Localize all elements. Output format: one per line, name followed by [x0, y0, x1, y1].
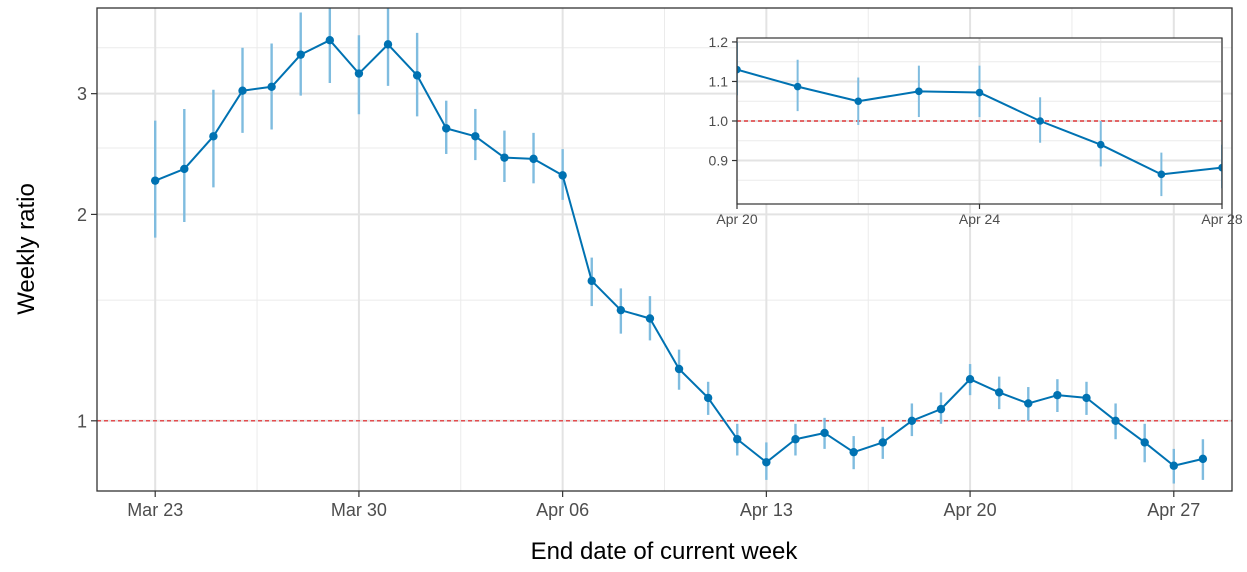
main-panel-border	[96, 7, 1233, 492]
main-data-point	[849, 447, 858, 457]
main-data-point	[1111, 416, 1120, 426]
inset-y-tick-label: 0.9	[709, 153, 729, 169]
main-data-point	[733, 435, 742, 444]
inset-data-point	[975, 88, 984, 97]
inset-data-point	[737, 65, 741, 74]
main-x-tick-label: Apr 13	[740, 500, 793, 520]
main-data-point	[354, 69, 364, 78]
main-data-point	[878, 438, 887, 447]
main-data-point	[267, 82, 276, 91]
main-data-point	[383, 40, 393, 49]
main-data-point	[1140, 438, 1149, 447]
main-data-point	[936, 404, 946, 414]
main-data-point	[529, 154, 538, 164]
main-data-point	[762, 458, 771, 467]
main-data-point	[1198, 454, 1208, 464]
main-data-point	[471, 132, 480, 141]
inset-data-point	[1036, 117, 1044, 125]
main-data-point	[325, 36, 335, 45]
inset-data-point	[915, 87, 923, 96]
y-axis-title: Weekly ratio	[13, 183, 40, 315]
main-data-point	[645, 314, 655, 323]
main-x-tick-label: Apr 27	[1147, 500, 1200, 520]
main-data-point	[1082, 393, 1091, 403]
inset-y-tick-label: 1.0	[709, 113, 729, 129]
main-data-point	[616, 305, 626, 315]
inset-plot: Apr 20 Apr 24 Apr 28 0.9 1.0 1.1 1.2	[709, 34, 1243, 227]
main-x-tick-label: Apr 06	[536, 500, 589, 520]
inset-x-tick-label: Apr 24	[959, 211, 1000, 227]
main-y-tick-label: 2	[77, 205, 87, 225]
inset-data-point	[1218, 163, 1222, 172]
main-data-point	[791, 435, 800, 444]
main-data-point	[1024, 399, 1033, 408]
main-data-point	[442, 124, 451, 133]
inset-x-tick-label: Apr 28	[1201, 211, 1242, 227]
main-x-tick-label: Apr 20	[944, 500, 997, 520]
main-data-point	[674, 364, 684, 374]
main-data-point	[500, 153, 509, 162]
inset-plot-layer	[737, 41, 1222, 197]
main-x-tick-label: Mar 23	[127, 500, 183, 520]
inset-y-tick-label: 1.2	[709, 34, 729, 50]
main-data-point	[209, 132, 218, 141]
main-y-tick-label: 3	[77, 84, 87, 104]
inset-data-point	[854, 97, 863, 106]
x-axis-title: End date of current week	[531, 538, 799, 565]
inset-data-point	[1157, 170, 1166, 179]
inset-data-point	[793, 82, 802, 91]
main-data-point	[587, 276, 596, 286]
main-data-point	[412, 71, 422, 80]
main-data-point	[296, 50, 305, 59]
main-y-tick-label: 1	[77, 411, 87, 431]
main-data-point	[965, 374, 975, 384]
main-data-point	[820, 428, 829, 438]
main-data-point	[907, 416, 917, 426]
main-data-point	[703, 393, 713, 403]
main-data-point	[1169, 461, 1178, 470]
inset-data-point	[1096, 140, 1105, 149]
main-x-tick-label: Mar 30	[331, 500, 387, 520]
inset-x-tick-label: Apr 20	[716, 211, 757, 227]
main-data-point	[151, 176, 160, 185]
main-data-point	[558, 171, 567, 180]
main-data-point	[238, 86, 247, 95]
main-data-point	[180, 164, 189, 174]
inset-y-tick-label: 1.1	[709, 74, 729, 90]
main-plot-layer	[151, 8, 1208, 484]
main-data-point	[1053, 390, 1062, 400]
main-data-point	[994, 388, 1004, 397]
